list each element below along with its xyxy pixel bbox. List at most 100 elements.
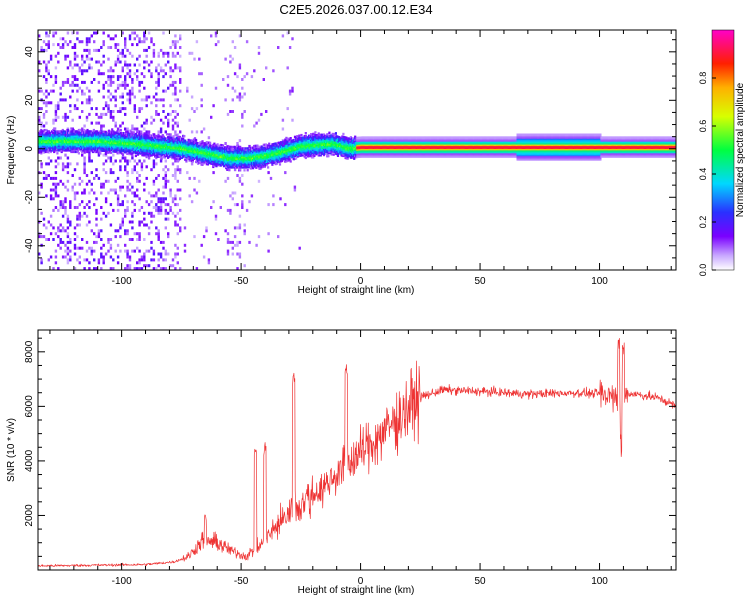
- heatmap-cell: [109, 37, 113, 41]
- heatmap-cell: [90, 146, 93, 149]
- heatmap-cell: [76, 63, 79, 67]
- heatmap-cell: [219, 149, 222, 153]
- heatmap-cell: [114, 131, 117, 134]
- heatmap-cell: [131, 220, 134, 224]
- heatmap-cell: [143, 132, 146, 135]
- heatmap-cell: [304, 156, 307, 160]
- heatmap-cell: [174, 174, 177, 177]
- heatmap-cell: [112, 148, 115, 152]
- heatmap-cell: [57, 107, 60, 111]
- heatmap-cell: [100, 127, 103, 130]
- heatmap-cell: [116, 203, 120, 207]
- heatmap-cell: [183, 226, 187, 230]
- heatmap-cell: [198, 161, 201, 164]
- heatmap-cell: [124, 165, 127, 169]
- heatmap-cell: [42, 223, 46, 227]
- heatmap-cell: [88, 95, 91, 99]
- heatmap-cell: [59, 246, 62, 250]
- heatmap-cell: [54, 147, 57, 151]
- heatmap-cell: [128, 92, 132, 96]
- heatmap-cell: [83, 171, 86, 175]
- heatmap-cell: [257, 179, 261, 183]
- heatmap-cell: [71, 31, 74, 35]
- heatmap-cell: [39, 134, 42, 138]
- heatmap-cell: [179, 171, 182, 175]
- heatmap-cell: [152, 159, 156, 163]
- heatmap-cell: [229, 110, 232, 113]
- heatmap-cell: [71, 46, 74, 49]
- heatmap-cell: [155, 139, 158, 142]
- heatmap-cell: [69, 203, 72, 207]
- heatmap-cell: [164, 182, 167, 186]
- heatmap-cell: [212, 154, 215, 157]
- heatmap-cell: [83, 211, 86, 215]
- heatmap-cell: [164, 249, 167, 253]
- heatmap-cell: [40, 165, 43, 169]
- heatmap-cell: [136, 232, 139, 236]
- heatmap-cell: [90, 131, 93, 135]
- heatmap-cell: [90, 142, 93, 145]
- heatmap-cell: [155, 232, 158, 236]
- heatmap-cell: [167, 60, 170, 64]
- heatmap-cell: [73, 63, 77, 67]
- heatmap-cell: [212, 151, 215, 154]
- heatmap-cell: [164, 72, 167, 76]
- heatmap-cell: [116, 54, 120, 58]
- heatmap-cell: [71, 185, 74, 189]
- heatmap-cell: [293, 188, 297, 192]
- heatmap-cell: [198, 143, 201, 147]
- heatmap-cell: [231, 166, 234, 169]
- heatmap-cell: [46, 134, 49, 138]
- heatmap-cell: [124, 83, 127, 87]
- heatmap-cell: [227, 145, 230, 148]
- heatmap-cell: [71, 80, 74, 84]
- heatmap-cell: [241, 95, 244, 99]
- heatmap-cell: [138, 258, 141, 262]
- heatmap-cell: [100, 191, 103, 195]
- heatmap-cell: [233, 145, 236, 149]
- heatmap-cell: [171, 174, 175, 177]
- heatmap-cell: [119, 146, 122, 149]
- heatmap-cell: [104, 152, 107, 155]
- heatmap-cell: [143, 182, 146, 186]
- heatmap-cell: [158, 154, 161, 157]
- heatmap-cell: [267, 166, 270, 169]
- heatmap-cell: [253, 69, 256, 73]
- heatmap-cell: [138, 89, 141, 93]
- heatmap-cell: [147, 249, 151, 253]
- heatmap-cell: [88, 101, 91, 105]
- heatmap-cell: [169, 155, 172, 158]
- heatmap-cell: [226, 238, 230, 241]
- heatmap-cell: [61, 83, 65, 87]
- heatmap-cell: [45, 194, 48, 198]
- heatmap-cell: [88, 220, 91, 224]
- heatmap-cell: [136, 57, 139, 61]
- heatmap-cell: [124, 194, 127, 198]
- heatmap-cell: [71, 83, 74, 87]
- heatmap-cell: [73, 194, 77, 198]
- heatmap-cell: [45, 104, 48, 108]
- heatmap-cell: [88, 98, 91, 102]
- heatmap-cell: [263, 146, 266, 149]
- heatmap-cell: [171, 51, 175, 55]
- heatmap-cell: [140, 258, 144, 262]
- heatmap-cell: [212, 152, 215, 155]
- heatmap-cell: [127, 144, 130, 147]
- heatmap-cell: [150, 258, 153, 262]
- heatmap-cell: [162, 147, 165, 150]
- heatmap-cell: [54, 232, 58, 236]
- heatmap-cell: [162, 197, 165, 201]
- heatmap-cell: [167, 121, 170, 125]
- heatmap-cell: [40, 48, 43, 52]
- heatmap-cell: [42, 171, 46, 175]
- heatmap-cell: [216, 143, 219, 146]
- heatmap-cell: [83, 188, 86, 192]
- heatmap-cell: [97, 89, 101, 93]
- heatmap-cell: [247, 166, 250, 169]
- heatmap-cell: [167, 235, 170, 239]
- heatmap-cell: [54, 115, 58, 119]
- heatmap-cell: [235, 148, 239, 152]
- heatmap-cell: [162, 75, 165, 79]
- heatmap-cell: [71, 66, 74, 70]
- heatmap-cell: [128, 75, 132, 79]
